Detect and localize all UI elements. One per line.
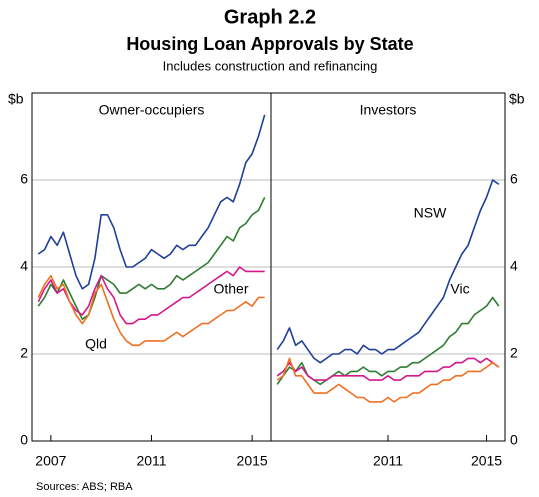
series-line — [276, 296, 500, 386]
series-label: Vic — [450, 281, 469, 297]
y-axis-label: $b — [8, 91, 24, 107]
series-label: NSW — [414, 205, 447, 221]
series-label: Other — [213, 281, 248, 297]
y-tick-label: 0 — [510, 432, 518, 448]
x-tick-label: 2011 — [373, 453, 403, 469]
y-tick-label: 4 — [20, 258, 28, 274]
series-line — [37, 114, 266, 290]
y-tick-label: 4 — [510, 258, 518, 274]
plot-frame — [31, 92, 506, 442]
series-line — [37, 266, 265, 325]
series-line — [276, 179, 500, 364]
x-tick-label: 2011 — [136, 453, 166, 469]
y-tick-label: 6 — [20, 171, 28, 187]
y-tick-label: 0 — [20, 432, 28, 448]
series-line — [276, 357, 500, 381]
source: Sources: ABS; RBA — [36, 481, 133, 493]
panel-title: Investors — [360, 102, 417, 118]
y-tick-label: 2 — [20, 345, 28, 361]
y-axis-label: $b — [509, 91, 525, 107]
series-line — [37, 197, 266, 320]
panel-title: Owner-occupiers — [99, 102, 205, 118]
series-label: Qld — [85, 336, 107, 352]
chart-note: Includes construction and refinancing — [163, 58, 378, 73]
y-tick-label: 6 — [510, 171, 518, 187]
series-line — [37, 274, 265, 347]
x-tick-label: 2015 — [471, 453, 502, 469]
chart-title: Graph 2.2 — [224, 6, 316, 28]
x-tick-label: 2015 — [237, 453, 268, 469]
x-tick-label: 2007 — [35, 453, 66, 469]
series-line — [276, 357, 500, 403]
y-tick-label: 2 — [510, 345, 518, 361]
chart-subtitle: Housing Loan Approvals by State — [126, 34, 413, 54]
